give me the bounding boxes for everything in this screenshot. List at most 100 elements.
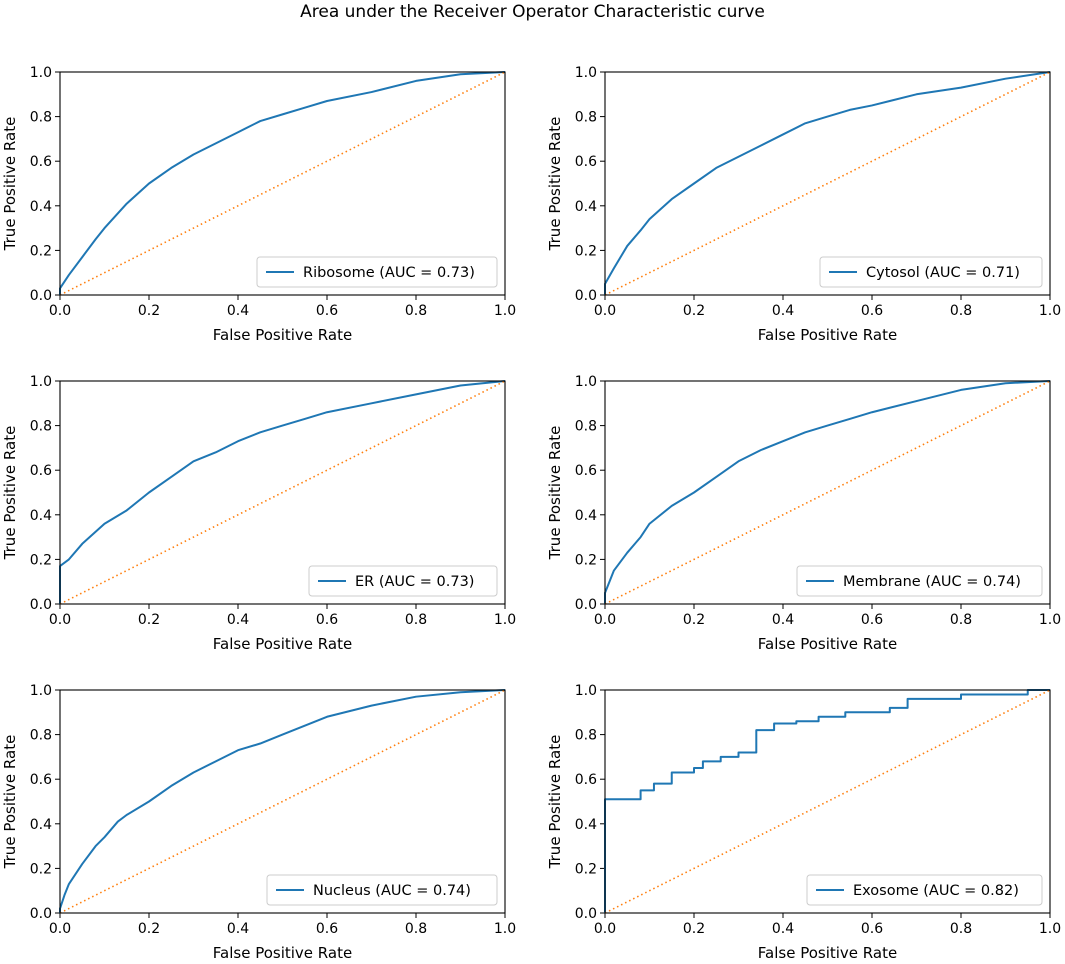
x-tick-label: 1.0 xyxy=(494,612,516,628)
x-axis-label: False Positive Rate xyxy=(213,944,352,962)
x-tick-label: 1.0 xyxy=(1039,303,1061,319)
y-tick-label: 0.8 xyxy=(575,419,597,435)
x-tick-label: 0.0 xyxy=(594,921,616,937)
roc-curve-line xyxy=(59,689,506,913)
x-tick-label: 0.4 xyxy=(227,921,249,937)
y-tick-label: 0.6 xyxy=(575,463,597,479)
x-axis-label: False Positive Rate xyxy=(758,944,897,962)
x-tick-label: 0.8 xyxy=(405,303,427,319)
roc-curve-line xyxy=(59,380,506,604)
x-tick-label: 0.2 xyxy=(683,303,705,319)
x-tick-label: 1.0 xyxy=(1039,921,1061,937)
roc-curve-line xyxy=(604,689,1050,913)
x-tick-label: 0.4 xyxy=(227,303,249,319)
x-axis-label: False Positive Rate xyxy=(758,635,897,653)
y-tick-label: 0.0 xyxy=(575,597,597,613)
x-tick-label: 0.4 xyxy=(772,303,794,319)
roc-panel-5: 0.0 0.2 0.4 0.6 0.8 1.0 0.0 0.2 0.4 0.6 0.8 1.0 Fals… xyxy=(1,683,516,962)
axes-frame xyxy=(604,689,1051,914)
y-tick-label: 0.0 xyxy=(575,288,597,304)
legend-box xyxy=(266,874,498,906)
y-tick-label: 0.0 xyxy=(30,597,52,613)
x-tick-label: 0.0 xyxy=(49,921,71,937)
x-tick-label: 1.0 xyxy=(494,921,516,937)
legend-box xyxy=(819,256,1043,288)
y-tick-label: 0.8 xyxy=(30,419,52,435)
roc-curve-line xyxy=(604,380,1051,604)
x-tick-label: 0.6 xyxy=(316,612,338,628)
roc-panel-4: 0.0 0.2 0.4 0.6 0.8 1.0 0.0 0.2 0.4 0.6 0.8 1.0 Fals… xyxy=(546,374,1061,653)
figure-title: Area under the Receiver Operator Charact… xyxy=(300,2,765,22)
legend-box xyxy=(256,256,498,288)
x-tick-label: 0.6 xyxy=(316,303,338,319)
x-tick-label: 0.8 xyxy=(950,612,972,628)
legend-box xyxy=(308,565,498,597)
y-tick-label: 0.4 xyxy=(30,508,52,524)
legend: ER (AUC = 0.73) xyxy=(308,565,498,597)
x-tick-label: 0.0 xyxy=(594,612,616,628)
legend-label: ER (AUC = 0.73) xyxy=(355,574,474,590)
legend: Exosome (AUC = 0.82) xyxy=(806,874,1043,906)
legend-label: Membrane (AUC = 0.74) xyxy=(843,574,1021,590)
chance-diagonal-line xyxy=(604,380,1051,605)
y-tick-label: 0.8 xyxy=(575,728,597,744)
legend-box xyxy=(796,565,1043,597)
x-tick-label: 0.4 xyxy=(772,921,794,937)
y-tick-label: 1.0 xyxy=(575,374,597,390)
y-tick-label: 1.0 xyxy=(575,683,597,699)
x-tick-label: 1.0 xyxy=(1039,612,1061,628)
chance-diagonal-line xyxy=(59,71,506,296)
y-tick-label: 0.8 xyxy=(30,110,52,126)
y-tick-label: 0.0 xyxy=(30,288,52,304)
y-tick-label: 0.0 xyxy=(30,906,52,922)
x-tick-label: 0.6 xyxy=(861,303,883,319)
y-axis-label: True Positive Rate xyxy=(546,117,564,252)
y-axis-label: True Positive Rate xyxy=(546,426,564,561)
x-tick-label: 0.8 xyxy=(405,921,427,937)
y-tick-label: 1.0 xyxy=(30,374,52,390)
y-tick-label: 0.6 xyxy=(575,772,597,788)
roc-curve-line xyxy=(604,71,1051,295)
y-tick-label: 1.0 xyxy=(575,65,597,81)
x-tick-label: 0.8 xyxy=(950,303,972,319)
x-tick-label: 0.0 xyxy=(594,303,616,319)
y-tick-label: 1.0 xyxy=(30,683,52,699)
legend-box xyxy=(806,874,1043,906)
axes-frame xyxy=(604,71,1051,296)
x-tick-label: 0.8 xyxy=(950,921,972,937)
x-tick-label: 0.2 xyxy=(138,612,160,628)
chance-diagonal-line xyxy=(604,689,1051,914)
y-axis-label: True Positive Rate xyxy=(1,426,19,561)
x-tick-label: 0.6 xyxy=(861,921,883,937)
roc-curve-line xyxy=(59,71,506,295)
axes-frame xyxy=(59,689,506,914)
y-tick-label: 0.6 xyxy=(30,463,52,479)
x-axis-label: False Positive Rate xyxy=(213,635,352,653)
y-axis-label: True Positive Rate xyxy=(546,735,564,870)
axes-frame xyxy=(59,380,506,605)
y-tick-label: 0.4 xyxy=(575,817,597,833)
legend: Membrane (AUC = 0.74) xyxy=(796,565,1043,597)
y-tick-label: 0.6 xyxy=(30,772,52,788)
x-axis-label: False Positive Rate xyxy=(758,326,897,344)
axes-frame xyxy=(604,380,1051,605)
x-tick-label: 0.8 xyxy=(405,612,427,628)
y-tick-label: 0.4 xyxy=(575,508,597,524)
y-tick-label: 0.2 xyxy=(30,552,52,568)
y-tick-label: 0.2 xyxy=(30,861,52,877)
y-tick-label: 0.4 xyxy=(575,199,597,215)
y-tick-label: 0.2 xyxy=(575,243,597,259)
y-tick-label: 0.2 xyxy=(30,243,52,259)
y-tick-label: 0.2 xyxy=(575,861,597,877)
x-tick-label: 1.0 xyxy=(494,303,516,319)
legend-label: Ribosome (AUC = 0.73) xyxy=(303,265,475,281)
legend-label: Exosome (AUC = 0.82) xyxy=(853,883,1019,899)
y-tick-label: 0.0 xyxy=(575,906,597,922)
x-tick-label: 0.2 xyxy=(138,921,160,937)
y-tick-label: 0.6 xyxy=(30,154,52,170)
roc-panel-1: 0.0 0.2 0.4 0.6 0.8 1.0 0.0 0.2 0.4 0.6 0.8 1.0 Fals… xyxy=(1,65,516,344)
roc-panel-2: 0.0 0.2 0.4 0.6 0.8 1.0 0.0 0.2 0.4 0.6 0.8 1.0 Fals… xyxy=(546,65,1061,344)
x-tick-label: 0.2 xyxy=(683,612,705,628)
x-tick-label: 0.4 xyxy=(772,612,794,628)
